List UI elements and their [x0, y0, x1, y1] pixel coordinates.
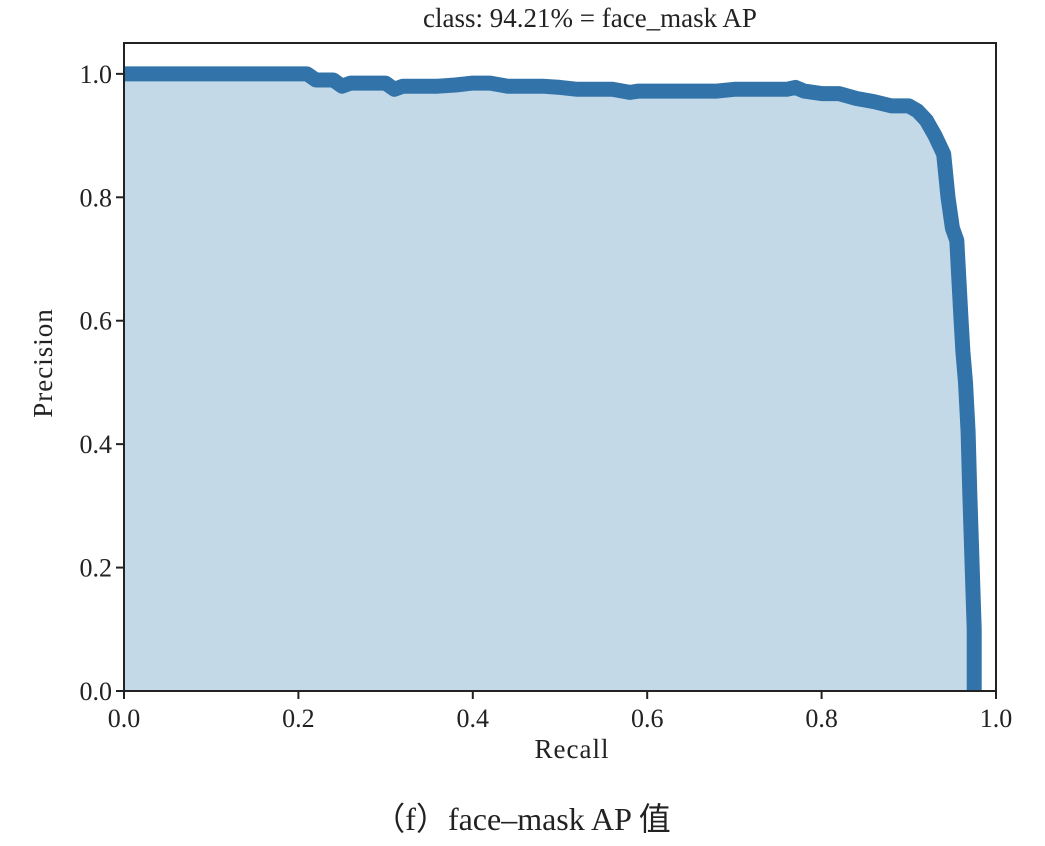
y-tick-label: 0.0 [80, 677, 113, 706]
y-tick-label: 0.4 [80, 430, 113, 459]
x-tick-label: 0.8 [805, 704, 838, 733]
x-tick-label: 0.0 [108, 704, 141, 733]
area-under-curve [124, 73, 975, 691]
y-axis-ticks: 0.0 0.2 0.4 0.6 0.8 1.0 [80, 60, 124, 706]
x-tick-label: 1.0 [980, 704, 1013, 733]
y-axis-label: Precision [28, 308, 58, 418]
figure-caption: （f）face‒mask AP 值 [373, 801, 670, 837]
y-tick-label: 1.0 [80, 60, 113, 89]
x-tick-label: 0.6 [631, 704, 664, 733]
y-tick-label: 0.2 [80, 554, 113, 583]
x-tick-label: 0.4 [457, 704, 490, 733]
caption-text: face‒mask AP 值 [448, 801, 671, 837]
plot-frame [123, 42, 997, 692]
x-axis-label: Recall [535, 734, 610, 764]
y-tick-label: 0.6 [80, 307, 113, 336]
caption-prefix: （f） [373, 801, 448, 837]
x-axis-ticks: 0.0 0.2 0.4 0.6 0.8 1.0 [108, 691, 1013, 733]
y-tick-label: 0.8 [80, 183, 113, 212]
x-tick-label: 0.2 [282, 704, 315, 733]
chart-title: class: 94.21% = face_mask AP [423, 3, 757, 33]
precision-recall-line [124, 66, 982, 691]
